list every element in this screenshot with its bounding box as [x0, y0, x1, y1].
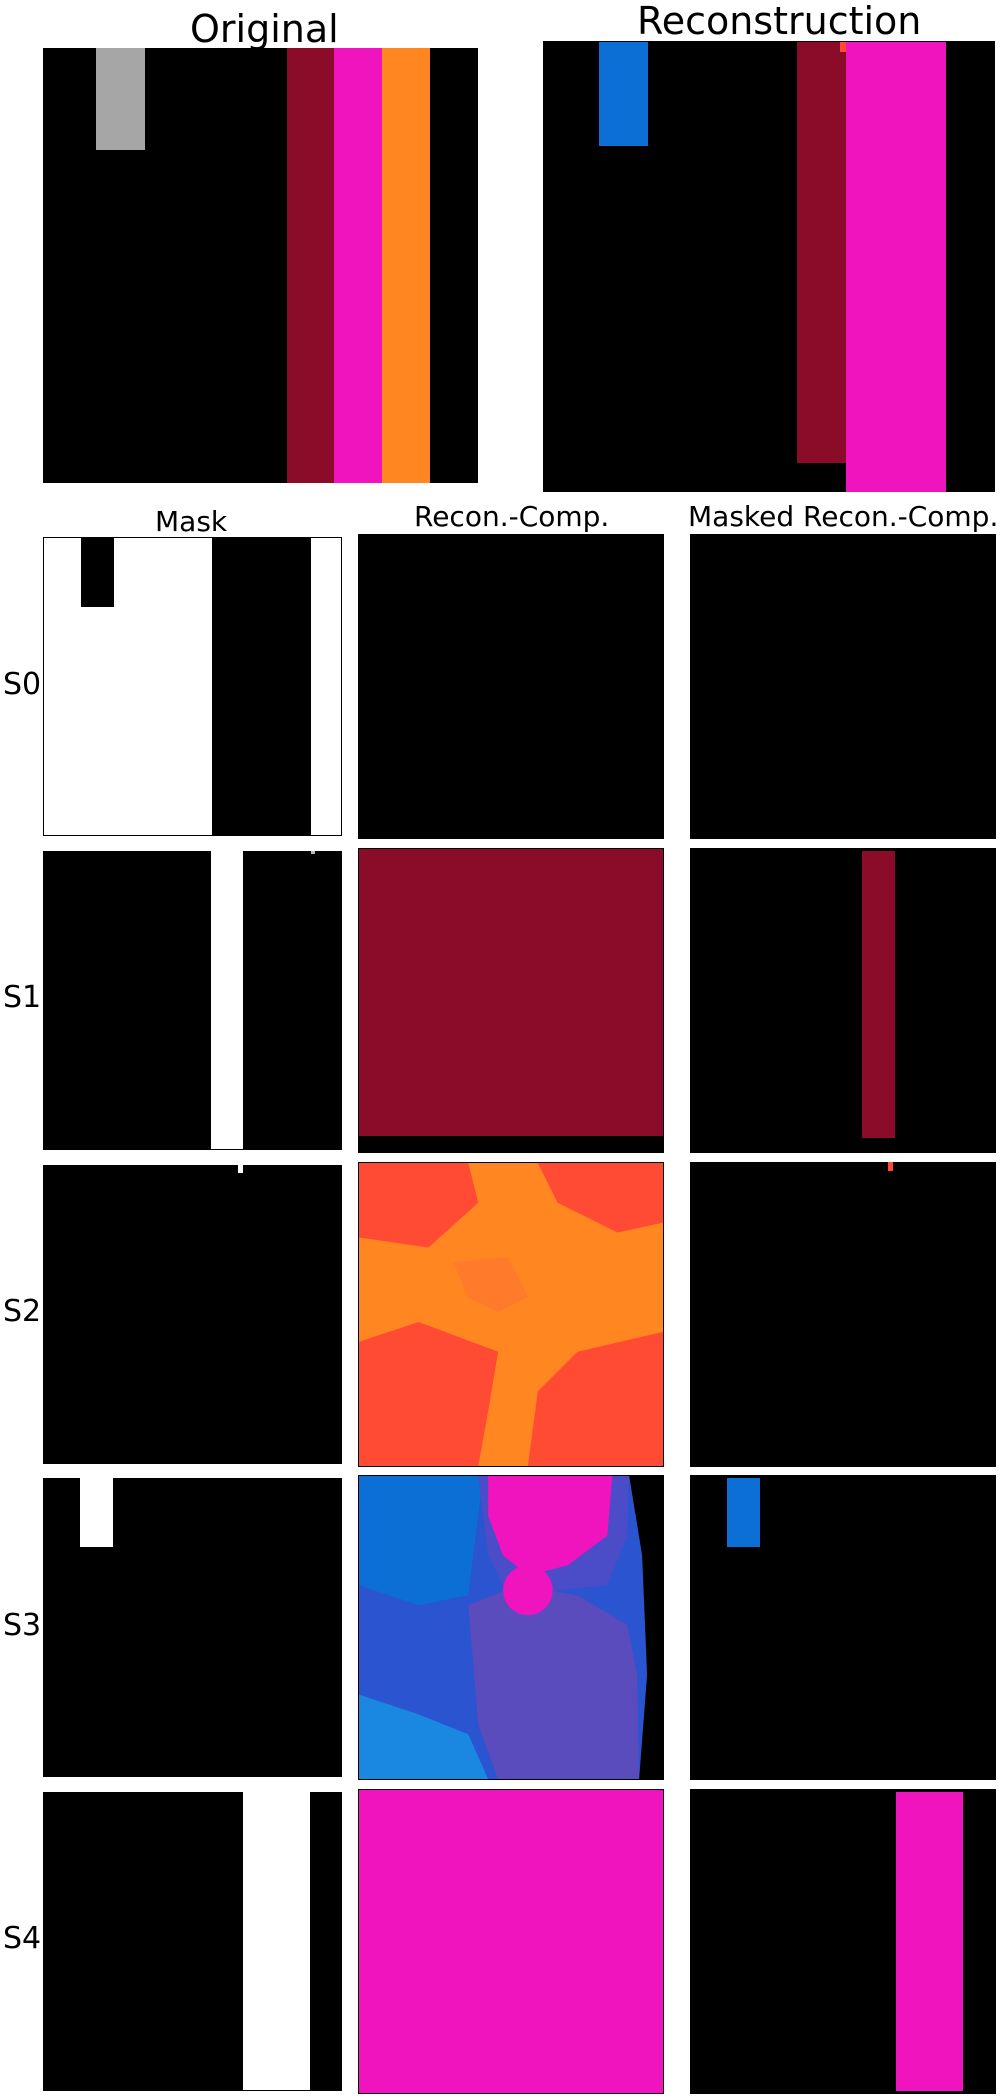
s1-masked-recon-comp	[690, 848, 996, 1153]
reconstruction-image	[543, 41, 995, 492]
s3-mask	[43, 1478, 342, 1777]
s4-mask	[43, 1792, 342, 2091]
s2-mask-white-speck	[238, 1165, 243, 1173]
s0-mask	[43, 537, 342, 836]
row-label-s3: S3	[3, 1608, 42, 1643]
row-label-s0: S0	[3, 667, 42, 702]
original-gray-block	[96, 48, 145, 150]
s1-mask	[43, 851, 342, 1150]
reconstruction-red-speck	[840, 42, 846, 52]
original-orange-stripe	[382, 48, 430, 483]
s0-mask-black-notch	[81, 538, 114, 607]
masked-recon-comp-column-header: Masked Recon.-Comp.	[688, 500, 999, 533]
s0-masked-recon-comp	[690, 534, 996, 839]
original-image	[43, 48, 478, 483]
reconstruction-maroon-stripe	[797, 42, 846, 463]
row-label-s1: S1	[3, 980, 42, 1015]
mask-column-header: Mask	[155, 505, 228, 538]
s2-masked-recon-comp	[690, 1162, 996, 1467]
s3-recon-comp	[358, 1475, 664, 1780]
s3-masked-blue-block	[727, 1478, 760, 1547]
s2-recon-comp	[358, 1162, 664, 1467]
original-magenta-stripe	[334, 48, 382, 483]
s1-masked-maroon-stripe	[862, 851, 895, 1138]
reconstruction-title: Reconstruction	[637, 0, 922, 43]
row-label-s2: S2	[3, 1294, 42, 1329]
s1-mask-white-stripe	[211, 851, 243, 1149]
s1-recon-maroon-field	[359, 849, 663, 1136]
s4-masked-magenta-stripe	[896, 1792, 963, 2091]
s0-recon-comp	[358, 534, 664, 839]
s4-mask-white-stripe	[243, 1792, 310, 2090]
original-maroon-stripe	[287, 48, 334, 483]
s0-mask-black-band	[212, 538, 311, 835]
original-title: Original	[190, 7, 339, 51]
s3-mask-white-block	[80, 1478, 113, 1547]
s4-recon-comp	[358, 1789, 664, 2094]
s2-masked-red-speck	[888, 1162, 893, 1171]
s2-mask	[43, 1165, 342, 1464]
recon-comp-column-header: Recon.-Comp.	[414, 500, 610, 533]
s4-masked-recon-comp	[690, 1789, 996, 2094]
reconstruction-blue-block	[599, 42, 648, 146]
s1-mask-white-speck	[311, 851, 315, 854]
reconstruction-magenta-stripe	[846, 42, 946, 492]
s3-recon-blobs	[359, 1476, 663, 1779]
s3-masked-recon-comp	[690, 1475, 996, 1780]
s2-recon-blobs	[359, 1163, 663, 1466]
row-label-s4: S4	[3, 1921, 42, 1956]
s1-recon-comp	[358, 848, 664, 1153]
